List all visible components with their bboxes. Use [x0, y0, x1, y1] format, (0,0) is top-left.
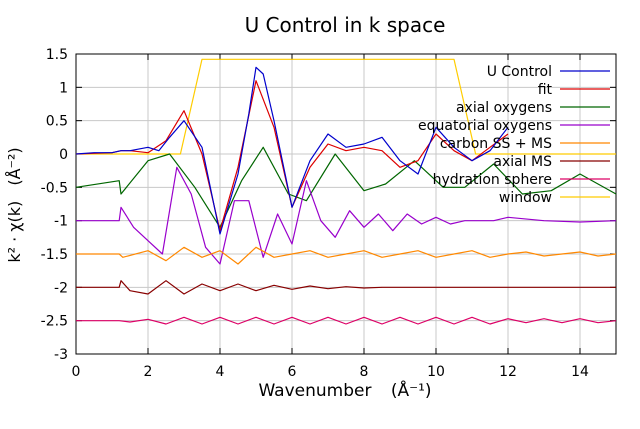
y-axis-label-text: k² · χ(k): [5, 201, 24, 263]
y-tick-label: -1: [54, 214, 68, 230]
legend: U Control fit axial oxygens equatorial oxyg…: [418, 64, 610, 206]
legend-label-axial-ms: axial MS: [493, 154, 552, 170]
chart-title: U Control in k space: [245, 13, 446, 37]
series-line-carbon-ss-ms: [76, 246, 617, 265]
series-line-axial-ms: [76, 280, 616, 295]
legend-label-equatorial-oxygens: equatorial oxygens: [418, 118, 552, 134]
x-axis-label-text: Wavenumber: [258, 381, 371, 401]
legend-label-carbon-ss-ms: carbon SS + MS: [440, 136, 552, 152]
series-line-hydration-sphere: [76, 316, 617, 325]
x-tick-label: 4: [216, 364, 225, 380]
series-line-axial-oxygens: [75, 146, 617, 228]
x-tick-label: 14: [571, 364, 589, 380]
x-tick-label: 8: [360, 364, 369, 380]
series-line-u-control: [75, 66, 509, 235]
series-lines: [75, 58, 617, 325]
y-tick-label: 0.5: [46, 114, 68, 130]
plot-frame: [75, 53, 617, 355]
y-tick-label: 1: [59, 80, 68, 96]
x-tick-label: 6: [288, 364, 297, 380]
y-tick-label: 1.5: [46, 47, 68, 63]
legend-label-u-control: U Control: [487, 64, 552, 80]
x-tick-label: 12: [499, 364, 517, 380]
x-tick-label: 0: [72, 364, 81, 380]
legend-label-window: window: [499, 190, 552, 206]
y-axis-unit: (Å⁻²): [5, 147, 24, 185]
y-tick-label: 0: [59, 147, 68, 163]
x-axis-label: Wavenumber (Å⁻¹): [258, 379, 431, 401]
y-tick-label: -3: [54, 347, 68, 363]
legend-label-fit: fit: [538, 82, 553, 98]
legend-label-axial-oxygens: axial oxygens: [456, 100, 552, 116]
legend-label-hydration-sphere: hydration sphere: [433, 172, 552, 188]
y-tick-label: -1.5: [41, 247, 68, 263]
series-line-window: [76, 58, 616, 155]
y-axis-label: k² · χ(k) (Å⁻²): [5, 147, 24, 262]
y-tick-label: -2: [54, 280, 68, 296]
y-tick-label: -2.5: [41, 314, 68, 330]
series-line-equatorial-oxygens: [76, 166, 617, 265]
y-tick-label: -0.5: [41, 180, 68, 196]
series-line-fit: [75, 80, 509, 232]
x-tick-label: 2: [144, 364, 153, 380]
x-tick-label: 10: [427, 364, 445, 380]
axis-ticks: 0 2 4 6 8 10 12 14 1.5 1 0.5 0 -0.5 -1 -1.5 -2 -2.5 -3: [41, 47, 616, 380]
x-axis-unit: (Å⁻¹): [391, 379, 432, 401]
